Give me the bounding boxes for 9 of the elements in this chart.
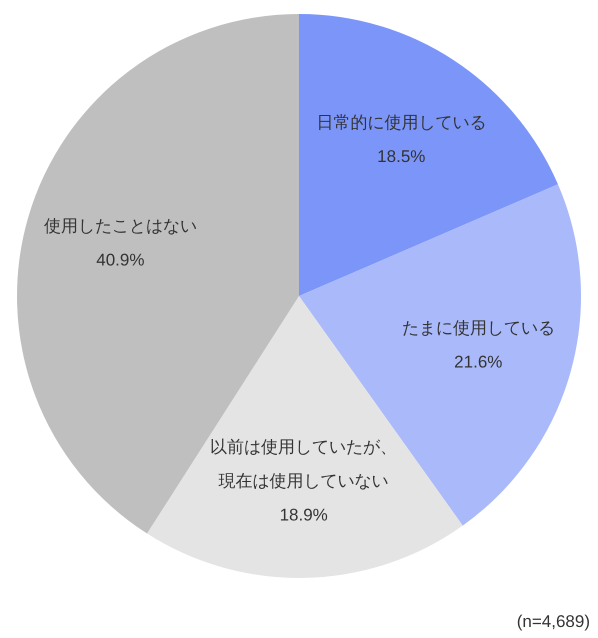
- slice-label: 日常的に使用している: [316, 113, 486, 132]
- text: (n=4,689): [516, 612, 590, 632]
- data-label: 18.5%: [377, 147, 426, 166]
- data-label: 21.6%: [454, 352, 502, 372]
- data-label: 18.9%: [280, 506, 328, 525]
- slice-label: たまに使用している: [402, 318, 555, 338]
- slice-label: 以前は使用していたが、現在は使用していない: [210, 438, 398, 491]
- slice-label: 使用したことはない: [44, 216, 197, 236]
- data-label: 40.9%: [96, 250, 144, 270]
